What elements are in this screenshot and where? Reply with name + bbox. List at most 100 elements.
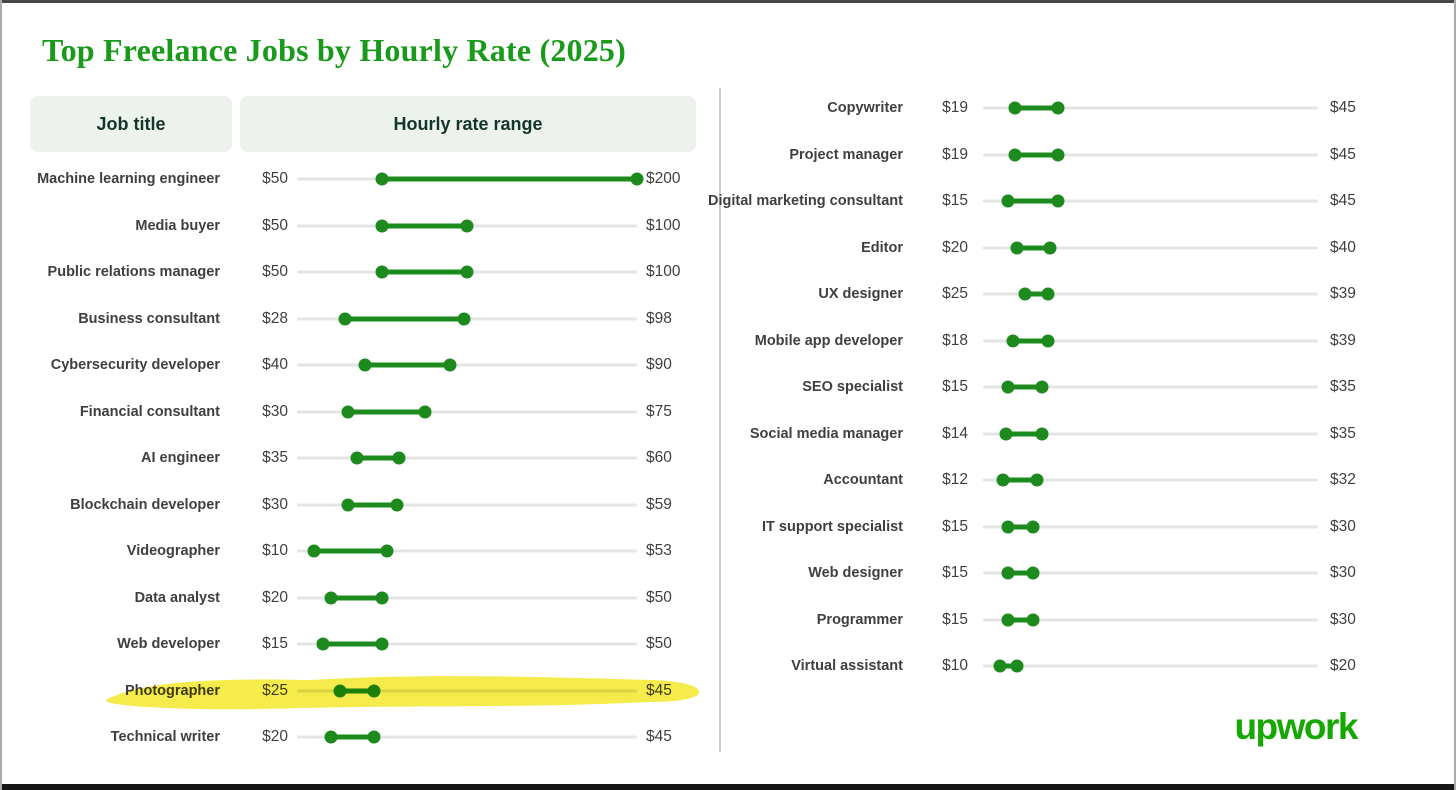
column-header-job-title: Job title (30, 96, 232, 152)
max-rate-value: $45 (1330, 145, 1356, 163)
max-rate-value: $39 (1330, 331, 1356, 349)
job-title-label: Programmer (816, 611, 903, 628)
min-rate-dot (1008, 101, 1022, 115)
max-rate-value: $39 (1330, 285, 1356, 302)
max-rate-dot (460, 219, 474, 232)
rate-range-segment (344, 316, 464, 321)
rate-track (983, 153, 1318, 156)
rate-range-segment (356, 455, 399, 461)
rate-track (297, 456, 637, 460)
max-rate-dot (1051, 148, 1065, 161)
min-rate-value: $30 (262, 402, 288, 420)
job-title-label: Project manager (789, 146, 903, 163)
min-rate-dot (1001, 194, 1015, 208)
job-title-label: Virtual assistant (791, 658, 903, 674)
right-border-line (1454, 0, 1456, 790)
max-rate-dot (375, 591, 389, 604)
job-title-label: Technical writer (110, 729, 220, 745)
column-header-rate-range: Hourly rate range (240, 96, 696, 152)
rate-track (983, 199, 1318, 203)
rate-range-segment (1006, 431, 1042, 436)
rate-range-segment (1008, 570, 1034, 576)
job-title-label: UX designer (818, 286, 903, 302)
min-rate-dot (996, 473, 1010, 487)
job-title-label: Videographer (126, 543, 220, 559)
rate-range-segment (1008, 384, 1042, 390)
top-border-bar (0, 0, 1456, 3)
min-rate-value: $15 (942, 517, 968, 535)
min-rate-dot (1010, 241, 1023, 254)
rate-track (983, 664, 1318, 668)
job-title-label: Public relations manager (47, 264, 220, 280)
min-rate-dot (375, 265, 389, 279)
min-rate-value: $20 (262, 588, 288, 606)
max-rate-value: $98 (646, 309, 672, 327)
min-rate-value: $15 (942, 610, 968, 628)
rate-range-segment (314, 548, 388, 554)
min-rate-dot (999, 427, 1013, 440)
max-rate-dot (1041, 334, 1055, 347)
max-rate-dot (1026, 566, 1040, 580)
min-rate-dot (1006, 334, 1020, 347)
rate-track (983, 432, 1318, 435)
max-rate-dot (630, 172, 644, 186)
max-rate-dot (1051, 101, 1065, 115)
job-title-label: Financial consultant (79, 403, 220, 420)
max-rate-value: $32 (1330, 471, 1356, 488)
job-title-label: Media buyer (135, 217, 220, 234)
rate-range-segment (365, 362, 450, 368)
rate-track (297, 596, 637, 599)
job-title-label: Editor (861, 239, 903, 256)
rate-track (983, 618, 1318, 621)
min-rate-value: $30 (262, 495, 288, 513)
min-rate-value: $35 (262, 449, 288, 466)
min-rate-value: $15 (262, 635, 288, 652)
max-rate-dot (1043, 241, 1057, 254)
min-rate-value: $50 (262, 263, 288, 280)
rate-range-segment (1013, 338, 1049, 343)
job-title-label: Web developer (117, 636, 220, 652)
min-rate-dot (316, 637, 329, 651)
min-rate-dot (307, 544, 321, 558)
job-title-label: Web designer (808, 565, 903, 581)
page-title: Top Freelance Jobs by Hourly Rate (2025) (42, 32, 626, 68)
job-title-label: Machine learning engineer (37, 171, 220, 187)
job-title-label: Cybersecurity developer (50, 357, 220, 373)
min-rate-dot (324, 591, 338, 604)
min-rate-value: $14 (942, 424, 968, 442)
min-rate-value: $19 (942, 145, 968, 163)
job-title-label: SEO specialist (802, 379, 903, 395)
rate-range-segment (1024, 291, 1049, 297)
max-rate-dot (380, 544, 394, 558)
min-rate-dot (993, 659, 1007, 673)
job-title-label: AI engineer (141, 450, 220, 466)
max-rate-value: $75 (646, 402, 672, 420)
rate-range-segment (322, 641, 382, 647)
rate-range-segment (1008, 524, 1034, 529)
max-rate-value: $45 (646, 728, 672, 745)
min-rate-dot (1001, 520, 1015, 533)
max-rate-dot (1010, 659, 1023, 673)
max-rate-value: $53 (646, 542, 672, 559)
rate-track (297, 363, 637, 367)
rate-range-segment (348, 409, 425, 414)
min-rate-value: $28 (262, 309, 288, 327)
min-rate-value: $50 (262, 216, 288, 234)
job-title-label: Blockchain developer (70, 496, 220, 513)
rate-range-segment (331, 595, 382, 600)
max-rate-value: $200 (646, 170, 681, 187)
job-title-label: Data analyst (134, 589, 220, 606)
rate-range-segment (1016, 245, 1050, 250)
max-rate-value: $35 (1330, 378, 1356, 395)
column-header-rate-range-label: Hourly rate range (393, 113, 543, 134)
rate-range-segment (1014, 105, 1059, 111)
rate-range-segment (1008, 198, 1059, 204)
max-rate-dot (418, 405, 431, 418)
rate-range-segment (348, 502, 398, 507)
job-title-label: Business consultant (78, 310, 220, 327)
min-rate-dot (338, 312, 352, 325)
max-rate-dot (1026, 520, 1040, 533)
rate-track (297, 503, 637, 506)
max-rate-value: $90 (646, 356, 672, 373)
